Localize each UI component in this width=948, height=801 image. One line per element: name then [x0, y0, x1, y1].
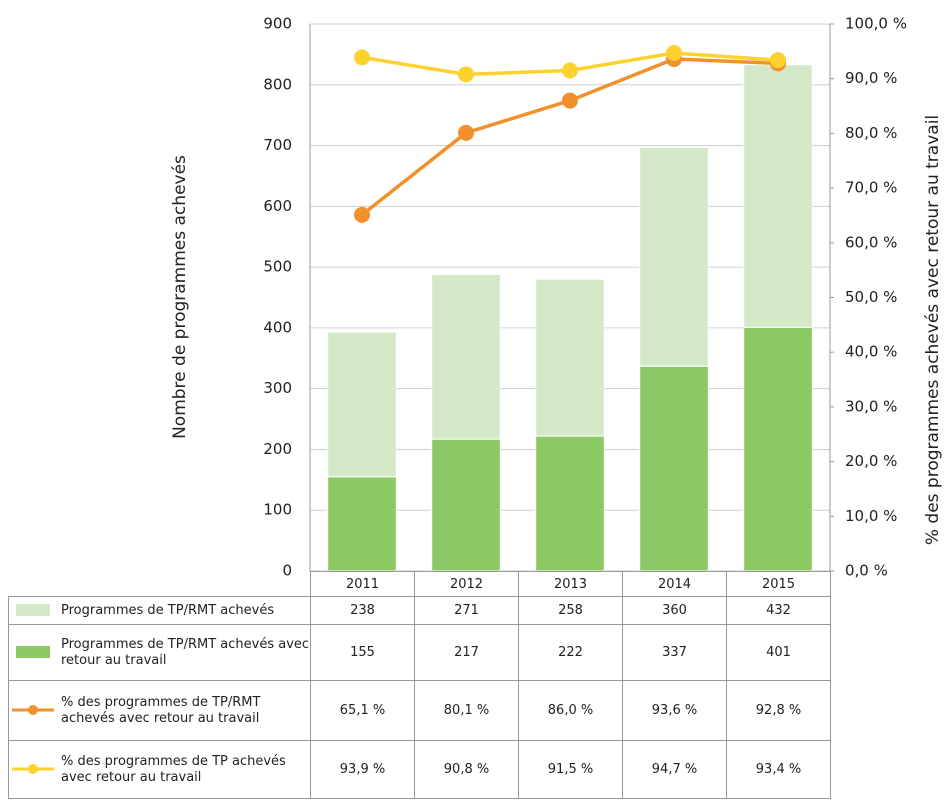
y-tick-label: 100 — [263, 501, 292, 519]
x-tick-label: 2013 — [518, 571, 623, 597]
y2-tick-label: 70,0 % — [845, 179, 897, 197]
y2-tick-label: 10,0 % — [845, 507, 897, 525]
line-marker — [354, 49, 370, 66]
y-axis-title: Nombre de programmes achevés — [170, 155, 190, 439]
y-tick-label: 700 — [263, 136, 292, 154]
table-value: 222 — [518, 624, 623, 681]
bar-segment — [639, 146, 709, 367]
bar-segment — [639, 365, 709, 572]
y-tick-label: 300 — [263, 379, 292, 397]
table-value: 238 — [310, 596, 415, 625]
table-value: 93,4 % — [726, 740, 831, 799]
table-value: 271 — [414, 596, 519, 625]
y2-tick-label: 50,0 % — [845, 288, 897, 306]
table-value: 93,6 % — [622, 680, 727, 741]
legend-label: % des programmes de TP achevés avec reto… — [8, 740, 311, 799]
table-value: 401 — [726, 624, 831, 681]
table-value: 432 — [726, 596, 831, 625]
line-marker — [770, 52, 786, 69]
table-value: 155 — [310, 624, 415, 681]
y-tick-label: 0 — [282, 562, 292, 580]
y2-tick-label: 60,0 % — [845, 233, 897, 251]
y2-tick-label: 40,0 % — [845, 343, 897, 361]
line-marker — [458, 124, 474, 141]
legend-swatch — [16, 646, 50, 658]
y-tick-label: 200 — [263, 440, 292, 458]
table-value: 80,1 % — [414, 680, 519, 741]
bar-segment — [431, 438, 501, 572]
bar-segment — [535, 278, 605, 437]
bar-segment — [743, 64, 813, 328]
y-tick-label: 500 — [263, 258, 292, 276]
y-tick-label: 800 — [263, 75, 292, 93]
table-value: 65,1 % — [310, 680, 415, 741]
legend-marker — [28, 764, 38, 774]
line-series — [360, 57, 779, 217]
y-tick-label: 600 — [263, 197, 292, 215]
y2-tick-label: 100,0 % — [845, 15, 907, 33]
legend-label: Programmes de TP/RMT achevés — [8, 596, 311, 625]
bar-segment — [327, 331, 397, 478]
bar-segment — [327, 476, 397, 572]
y-tick-label: 900 — [263, 15, 292, 33]
legend-label: % des programmes de TP/RMT achevés avec … — [8, 680, 311, 741]
bar-segment — [535, 435, 605, 572]
table-value: 86,0 % — [518, 680, 623, 741]
legend-label: Programmes de TP/RMT achevés avec retour… — [8, 624, 311, 681]
table-value: 91,5 % — [518, 740, 623, 799]
table-value: 92,8 % — [726, 680, 831, 741]
y-tick-label: 400 — [263, 318, 292, 336]
y2-tick-label: 90,0 % — [845, 69, 897, 87]
legend-swatch — [16, 604, 50, 616]
table-value: 93,9 % — [310, 740, 415, 799]
y2-tick-label: 80,0 % — [845, 124, 897, 142]
x-tick-label: 2014 — [622, 571, 727, 597]
table-value: 94,7 % — [622, 740, 727, 799]
legend-marker — [28, 705, 38, 715]
bar-segment — [431, 273, 501, 440]
line-marker — [562, 62, 578, 79]
y2-tick-label: 0,0 % — [845, 562, 888, 580]
x-tick-label: 2012 — [414, 571, 519, 597]
line-marker — [666, 44, 682, 61]
line-marker — [562, 92, 578, 109]
y2-tick-label: 30,0 % — [845, 397, 897, 415]
line-marker — [354, 206, 370, 223]
x-tick-label: 2015 — [726, 571, 831, 597]
y2-axis-title: % des programmes achevés avec retour au … — [923, 115, 943, 545]
table-value: 90,8 % — [414, 740, 519, 799]
y2-tick-label: 20,0 % — [845, 452, 897, 470]
x-tick-label: 2011 — [310, 571, 415, 597]
table-value: 360 — [622, 596, 727, 625]
line-marker — [458, 66, 474, 83]
table-value: 337 — [622, 624, 727, 681]
bar-segment — [743, 326, 813, 572]
table-value: 258 — [518, 596, 623, 625]
table-value: 217 — [414, 624, 519, 681]
